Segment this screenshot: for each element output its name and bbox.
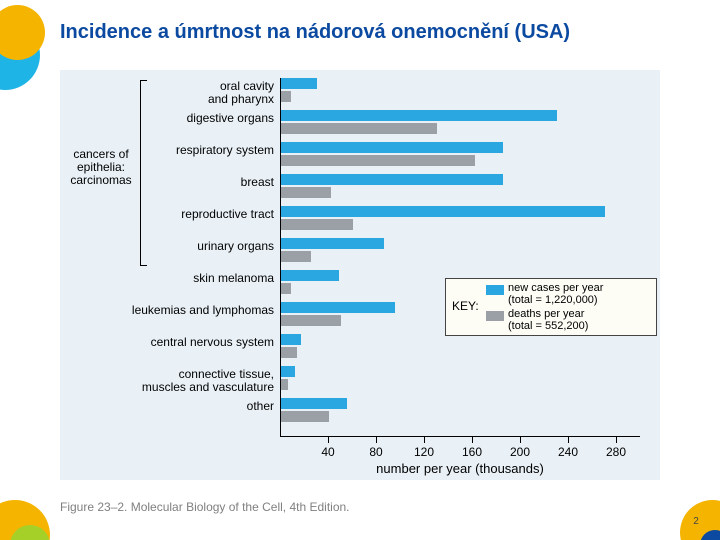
x-tick-label: 160	[462, 445, 482, 459]
x-tick	[520, 437, 521, 443]
figure-caption: Figure 23–2. Molecular Biology of the Ce…	[60, 500, 350, 514]
category-label: reproductive tract	[60, 208, 274, 221]
x-tick-label: 40	[321, 445, 334, 459]
x-axis: number per year (thousands) 408012016020…	[280, 436, 640, 465]
legend-cases-line1: new cases per year	[508, 282, 603, 294]
legend-title: KEY:	[452, 299, 479, 313]
x-tick	[616, 437, 617, 443]
bar-deaths	[281, 411, 329, 422]
bar-cases	[281, 366, 295, 377]
category-label: other	[60, 400, 274, 413]
category-label: breast	[60, 176, 274, 189]
bar-deaths	[281, 123, 437, 134]
legend-swatch-deaths	[486, 311, 504, 321]
bar-deaths	[281, 219, 353, 230]
bar-cases	[281, 302, 395, 313]
bars-plot-area	[280, 78, 641, 436]
legend-deaths-line2: (total = 552,200)	[508, 320, 588, 332]
x-tick	[568, 437, 569, 443]
x-tick-label: 120	[414, 445, 434, 459]
bar-cases	[281, 238, 384, 249]
bar-deaths	[281, 315, 341, 326]
category-label: leukemias and lymphomas	[60, 304, 274, 317]
bar-cases	[281, 142, 503, 153]
category-label: urinary organs	[60, 240, 274, 253]
category-label: respiratory system	[60, 144, 274, 157]
category-label: connective tissue,muscles and vasculatur…	[60, 368, 274, 393]
bar-cases	[281, 206, 605, 217]
legend-cases-line2: (total = 1,220,000)	[508, 294, 598, 306]
legend-deaths-line1: deaths per year	[508, 308, 584, 320]
category-label: central nervous system	[60, 336, 274, 349]
bar-deaths	[281, 347, 297, 358]
page-number: 2	[688, 514, 704, 530]
x-tick-label: 80	[369, 445, 382, 459]
slide-title: Incidence a úmrtnost na nádorová onemocn…	[60, 20, 640, 44]
slide: Incidence a úmrtnost na nádorová onemocn…	[0, 0, 720, 540]
x-tick-label: 280	[606, 445, 626, 459]
x-tick	[376, 437, 377, 443]
x-tick-label: 240	[558, 445, 578, 459]
bar-cases	[281, 334, 301, 345]
chart-legend: KEY: new cases per year (total = 1,220,0…	[445, 278, 657, 336]
bar-cases	[281, 78, 317, 89]
x-axis-title: number per year (thousands)	[376, 461, 544, 476]
category-labels: oral cavityand pharynx digestive organs re…	[60, 78, 274, 436]
legend-text-deaths: deaths per year (total = 552,200)	[508, 309, 588, 332]
bar-deaths	[281, 187, 331, 198]
legend-swatch-cases	[486, 285, 504, 295]
bar-cases	[281, 270, 339, 281]
category-label: digestive organs	[60, 112, 274, 125]
bar-deaths	[281, 91, 291, 102]
x-tick	[328, 437, 329, 443]
x-tick	[472, 437, 473, 443]
bar-deaths	[281, 251, 311, 262]
cancer-incidence-chart: cancers of epithelia: carcinomas oral ca…	[60, 70, 660, 480]
category-label: skin melanoma	[60, 272, 274, 285]
bar-cases	[281, 110, 557, 121]
bar-cases	[281, 174, 503, 185]
legend-text-cases: new cases per year (total = 1,220,000)	[508, 283, 603, 306]
x-tick-label: 200	[510, 445, 530, 459]
x-tick	[424, 437, 425, 443]
bar-deaths	[281, 155, 475, 166]
bar-cases	[281, 398, 347, 409]
bar-deaths	[281, 283, 291, 294]
category-label: oral cavityand pharynx	[60, 80, 274, 105]
bar-deaths	[281, 379, 288, 390]
